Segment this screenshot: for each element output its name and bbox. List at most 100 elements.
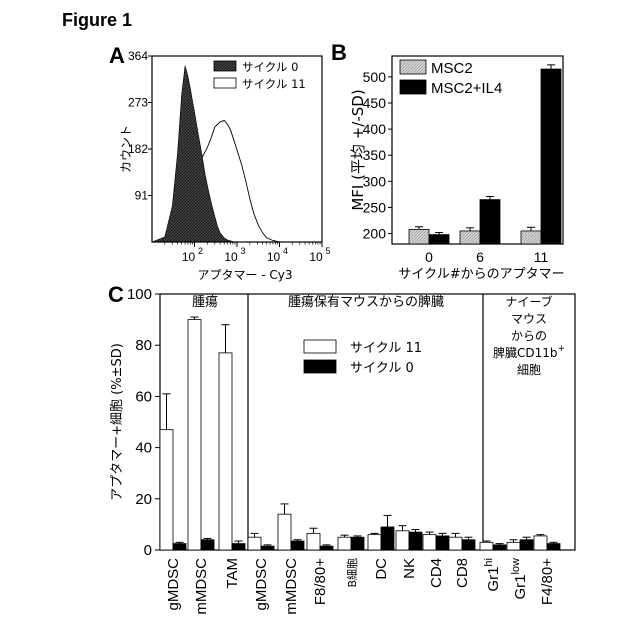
bar xyxy=(291,541,304,550)
panel-c-bar-chart: 020406080100gMDSCmMDSCTAMgMDSCmMDSCF8/80… xyxy=(110,286,575,615)
bar xyxy=(520,540,533,550)
y-tick-label: 273 xyxy=(128,96,148,110)
x-axis-label: アプタマー - Cy3 xyxy=(197,268,292,282)
group-label: ナイーブ xyxy=(505,294,552,309)
x-tick-label-main: NK xyxy=(401,558,418,579)
legend-swatch xyxy=(304,360,336,373)
bar xyxy=(201,540,214,550)
x-tick-label: DC xyxy=(373,558,390,580)
legend-swatch xyxy=(400,60,426,74)
bar xyxy=(248,537,261,550)
y-axis-label: アプタマー+細胞 (%±SD) xyxy=(110,343,125,501)
x-tick-label-main: Gr1 xyxy=(512,575,529,600)
x-tick-label-main: gMDSC xyxy=(253,558,270,611)
bar xyxy=(307,533,320,550)
x-tick-label: gMDSC xyxy=(165,558,182,611)
y-tick-label: 80 xyxy=(135,337,152,354)
y-tick-label: 91 xyxy=(135,189,149,203)
x-tick-label-main: F4/80+ xyxy=(539,558,556,605)
x-tick-label-main: CD4 xyxy=(428,558,445,588)
x-tick-label: 6 xyxy=(476,249,484,265)
x-tick-label: 0 xyxy=(425,249,433,265)
y-axis-label: MFI (平均 +/-SD) xyxy=(349,89,367,210)
bar xyxy=(278,514,291,550)
x-tick-label-main: Gr1 xyxy=(485,567,502,592)
x-tick-label: TAM xyxy=(224,558,241,589)
bar xyxy=(423,535,436,550)
bar xyxy=(493,545,506,550)
x-tick-label: 10 xyxy=(267,250,281,264)
panel-b-bar-chart: 2002503003504004505000611サイクル#からのアプタマーMF… xyxy=(349,56,565,282)
y-tick-label: 60 xyxy=(135,388,152,405)
figure-title: Figure 1 xyxy=(62,10,132,30)
y-tick-label: 364 xyxy=(128,49,148,63)
bar xyxy=(338,537,351,550)
bar xyxy=(320,546,333,550)
panel-letter-a: A xyxy=(109,43,125,68)
x-tick-label-main: F8/80+ xyxy=(312,558,329,605)
x-tick-label: mMDSC xyxy=(283,558,300,615)
bar xyxy=(409,229,429,244)
group-label: からの xyxy=(511,329,547,343)
bar xyxy=(480,542,493,550)
group-label-text: 腫瘍 xyxy=(192,294,218,310)
x-tick-label-main: B細胞 xyxy=(346,558,359,588)
bar xyxy=(368,535,381,550)
bar xyxy=(351,537,364,550)
bar xyxy=(521,231,541,244)
legend-swatch xyxy=(304,340,336,353)
y-tick-label: 200 xyxy=(363,226,387,242)
x-tick-label-superscript: low xyxy=(510,558,522,575)
panel-a-histogram: 91182273364102103104105アプタマー - Cy3カウントサイ… xyxy=(119,49,331,282)
group-label-text: 細胞 xyxy=(517,363,541,377)
legend-label: サイクル 11 xyxy=(350,341,422,356)
bar xyxy=(462,540,475,550)
x-tick-label: F8/80+ xyxy=(312,558,329,605)
y-tick-label: 20 xyxy=(135,491,152,508)
x-tick-label-main: gMDSC xyxy=(165,558,182,611)
x-tick-label-superscript: hi xyxy=(483,558,495,567)
x-tick-label: CD8 xyxy=(454,558,471,588)
bar xyxy=(547,544,560,550)
x-tick-label: F4/80+ xyxy=(539,558,556,605)
legend-label: サイクル 0 xyxy=(350,361,414,376)
bar xyxy=(261,546,274,550)
legend-swatch xyxy=(400,80,426,94)
x-axis-label: サイクル#からのアプタマー xyxy=(398,267,564,282)
y-tick-label: 500 xyxy=(363,69,387,85)
bar xyxy=(188,320,201,550)
group-label-text: 脾臓CD11b xyxy=(493,345,558,360)
group-label: 腫瘍 xyxy=(192,294,218,310)
x-tick-label: 10 xyxy=(309,250,323,264)
x-tick-label: 11 xyxy=(534,249,549,265)
legend-swatch xyxy=(214,61,236,71)
bar xyxy=(160,430,173,550)
group-label-text: 腫瘍保有マウスからの脾臓 xyxy=(288,294,444,310)
legend-label: MSC2 xyxy=(431,60,473,77)
y-axis-label: カウント xyxy=(119,125,133,173)
x-tick-label-main: TAM xyxy=(224,558,241,589)
y-tick-label: 100 xyxy=(127,286,152,303)
x-tick-exponent: 5 xyxy=(325,246,330,256)
group-label-text: マウス xyxy=(511,312,547,326)
bar xyxy=(173,544,186,550)
y-tick-label: 40 xyxy=(135,440,152,457)
x-tick-label: 10 xyxy=(224,250,238,264)
bar xyxy=(381,527,394,550)
legend-label: MSC2+IL4 xyxy=(431,80,502,97)
bar xyxy=(449,537,462,550)
x-tick-label: B細胞 xyxy=(346,558,359,588)
bar xyxy=(541,69,561,244)
bar xyxy=(429,235,449,244)
x-tick-label-main: mMDSC xyxy=(193,558,210,615)
x-tick-label: CD4 xyxy=(428,558,445,588)
group-label-text: からの xyxy=(511,329,547,343)
x-tick-exponent: 3 xyxy=(240,246,245,256)
bar xyxy=(219,353,232,550)
x-tick-label: 10 xyxy=(182,250,196,264)
panel-letter-b: B xyxy=(331,40,347,65)
group-label-text: ナイーブ xyxy=(505,294,552,309)
bar xyxy=(232,544,245,550)
group-label: 腫瘍保有マウスからの脾臓 xyxy=(288,294,444,310)
